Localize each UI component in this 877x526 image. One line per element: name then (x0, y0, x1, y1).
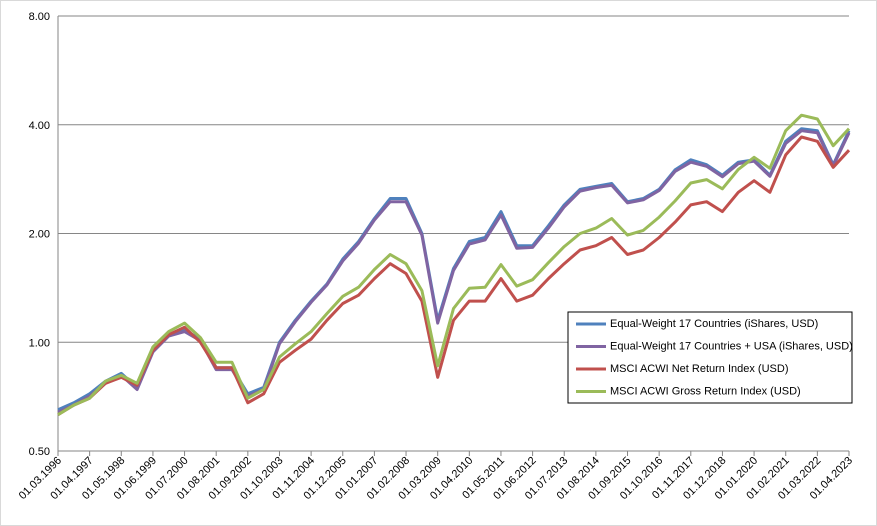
legend-label: Equal-Weight 17 Countries + USA (iShares… (610, 340, 853, 352)
y-tick-label: 0.50 (29, 446, 50, 458)
series-line (57, 135, 851, 416)
series-line (57, 129, 851, 414)
legend-label: MSCI ACWI Gross Return Index (USD) (610, 385, 801, 397)
legend-box (567, 311, 853, 404)
legend-label: MSCI ACWI Net Return Index (USD) (610, 363, 789, 375)
series-line (57, 113, 851, 416)
y-tick-label: 8.00 (29, 11, 50, 23)
y-tick-label: 1.00 (29, 337, 50, 349)
legend-label: Equal-Weight 17 Countries (iShares, USD) (610, 318, 818, 330)
y-tick-label: 4.00 (29, 120, 50, 132)
y-tick-label: 2.00 (29, 229, 50, 241)
